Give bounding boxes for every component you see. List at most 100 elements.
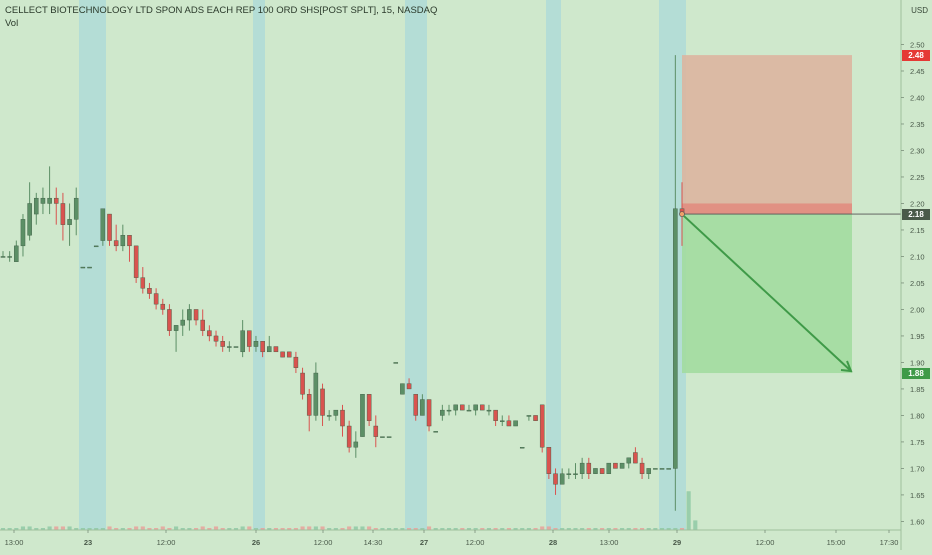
candle <box>40 187 46 215</box>
volume-bar <box>267 528 272 530</box>
volume-bar <box>107 526 112 530</box>
volume-bar <box>213 526 219 530</box>
volume-bar <box>94 528 99 530</box>
candle-body <box>213 335 219 342</box>
candle <box>420 394 425 416</box>
time-tick-label: 23 <box>84 538 92 547</box>
time-tick-label: 12:00 <box>756 538 775 547</box>
candle-body <box>486 409 492 412</box>
candle-body <box>553 473 558 485</box>
candle <box>539 404 545 453</box>
candle-body <box>526 415 532 417</box>
candle <box>20 214 26 257</box>
price-tick-label: 1.85 <box>910 385 925 394</box>
candle-body <box>673 208 678 469</box>
volume-bar <box>227 528 232 530</box>
candle <box>233 346 239 348</box>
candle-body <box>633 452 638 464</box>
volume-label: Vol <box>5 18 19 29</box>
volume-bar <box>679 528 685 530</box>
candle-body <box>493 409 498 421</box>
price-tick-label: 1.95 <box>910 332 925 341</box>
time-tick-label: 28 <box>549 538 557 547</box>
price-tick-label: 1.75 <box>910 438 925 447</box>
candle <box>626 457 632 469</box>
volume-bar <box>80 528 85 530</box>
price-tick-label: 2.45 <box>910 67 925 76</box>
candle-body <box>320 388 325 416</box>
volume-bar <box>560 528 565 530</box>
projection-arrow[interactable] <box>683 215 852 372</box>
candle-body <box>173 325 179 331</box>
candle <box>666 468 671 470</box>
volume-bar <box>287 528 292 530</box>
candle-body <box>280 351 285 358</box>
candle-body <box>559 473 565 485</box>
volume-bar <box>639 528 645 530</box>
time-tick-label: 12:00 <box>157 538 176 547</box>
candle <box>167 304 172 336</box>
volume-bar <box>174 526 179 530</box>
candle-body <box>413 394 418 416</box>
candle-body <box>127 235 132 247</box>
candle <box>73 187 79 236</box>
candle-body <box>653 468 658 470</box>
candle-body <box>366 394 372 421</box>
volume-bar <box>7 528 12 530</box>
candle <box>413 394 418 421</box>
volume-bar <box>413 528 418 530</box>
volume-bar <box>154 528 159 530</box>
candle-body <box>340 409 345 427</box>
stop-zone[interactable] <box>682 55 852 215</box>
candle-body <box>373 425 379 437</box>
entry-handle[interactable] <box>679 211 685 217</box>
candle-body <box>0 256 6 258</box>
volume-bars <box>0 491 698 530</box>
volume-bar <box>60 526 65 530</box>
candle <box>67 203 72 246</box>
candle-body <box>253 341 259 347</box>
candle-body <box>73 197 79 220</box>
volume-bar <box>407 528 412 530</box>
candle <box>220 335 225 352</box>
volume-bar <box>693 520 698 530</box>
candle-body <box>233 346 239 348</box>
volume-bar <box>247 526 252 530</box>
volume-bar <box>460 528 465 530</box>
volume-bar <box>553 528 558 530</box>
volume-bar <box>466 528 472 530</box>
price-axis[interactable]: 1.60 1.65 1.70 1.75 1.80 1.85 1.90 1.95 2.00 2.05… <box>901 40 925 526</box>
candle <box>599 468 605 474</box>
candle <box>100 208 106 246</box>
candle <box>366 394 372 427</box>
candle <box>273 346 279 353</box>
candle <box>213 330 219 347</box>
volume-bar <box>653 528 658 530</box>
candle-body <box>380 436 385 438</box>
volume-bar <box>473 528 478 530</box>
candle-body <box>400 383 405 395</box>
candle <box>320 383 325 427</box>
candle-body <box>626 457 632 464</box>
candle <box>173 325 179 352</box>
candle <box>200 309 205 336</box>
time-axis[interactable]: 13:00 23 12:00 26 12:00 14:30 27 12:00 28 13:00 29… <box>5 530 899 547</box>
candle <box>533 415 538 421</box>
volume-bar <box>160 526 165 530</box>
candle-body <box>147 288 152 294</box>
candle-body <box>93 245 99 248</box>
volume-bar <box>327 528 332 530</box>
candle-body <box>406 383 412 390</box>
target-price-badge: 1.88 <box>902 367 930 379</box>
candle <box>346 420 352 453</box>
price-tick-label: 2.10 <box>910 252 925 261</box>
candle-body <box>546 447 552 474</box>
candle-body <box>326 415 332 417</box>
candle-body <box>646 468 651 474</box>
candle-body <box>67 219 72 225</box>
volume-bar <box>14 528 19 530</box>
candle <box>646 468 651 480</box>
volume-bar <box>533 528 538 530</box>
